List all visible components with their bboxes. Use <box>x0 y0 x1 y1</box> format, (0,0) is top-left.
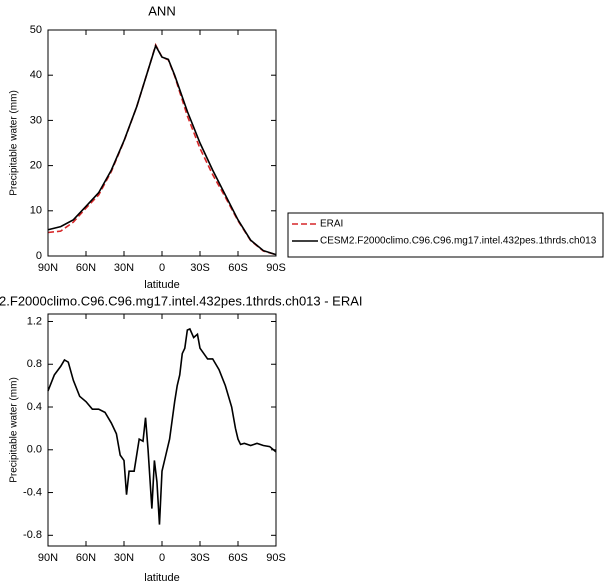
y-tick-label: 50 <box>30 24 42 36</box>
y-tick-label: -0.4 <box>23 486 42 498</box>
x-tick-label: 90N <box>38 552 58 564</box>
data-line <box>47 43 277 256</box>
x-axis-label: latitude <box>144 279 179 291</box>
y-axis-label: Precipitable water (mm) <box>9 90 20 196</box>
x-tick-label: 30S <box>190 552 210 564</box>
x-tick-label: 60S <box>228 262 248 274</box>
x-tick-label: 30N <box>114 262 134 274</box>
data-line <box>47 327 277 525</box>
chart-title: CESM2.F2000climo.C96.C96.mg17.intel.432p… <box>0 293 363 308</box>
y-tick-label: 40 <box>30 69 42 81</box>
legend-box <box>287 212 604 258</box>
y-tick-label: 0.4 <box>27 401 42 413</box>
x-tick-label: 30N <box>114 552 134 564</box>
x-tick-label: 30S <box>190 262 210 274</box>
y-tick-label: 1.2 <box>27 315 42 327</box>
x-tick-label: 60N <box>76 262 96 274</box>
x-tick-label: 60S <box>228 552 248 564</box>
plot-frame <box>47 313 277 547</box>
plot-frame <box>47 29 277 257</box>
data-line <box>47 42 277 256</box>
y-tick-label: 0.8 <box>27 358 42 370</box>
y-axis-label: Precipitable water (mm) <box>9 377 20 483</box>
x-tick-label: 60N <box>76 552 96 564</box>
y-tick-label: 30 <box>30 114 42 126</box>
y-tick-label: -0.8 <box>23 529 42 541</box>
legend-label: CESM2.F2000climo.C96.C96.mg17.intel.432p… <box>320 236 597 247</box>
y-tick-label: 10 <box>30 205 42 217</box>
legend-label: ERAI <box>320 219 343 230</box>
y-tick-label: 0.0 <box>27 444 42 456</box>
chart-title: ANN <box>148 3 175 18</box>
x-tick-label: 90S <box>266 262 286 274</box>
x-tick-label: 90S <box>266 552 286 564</box>
y-tick-label: 0 <box>36 250 42 262</box>
y-tick-label: 20 <box>30 160 42 172</box>
x-tick-label: 0 <box>159 552 165 564</box>
x-axis-label: latitude <box>144 572 179 584</box>
x-tick-label: 0 <box>159 262 165 274</box>
x-tick-label: 90N <box>38 262 58 274</box>
